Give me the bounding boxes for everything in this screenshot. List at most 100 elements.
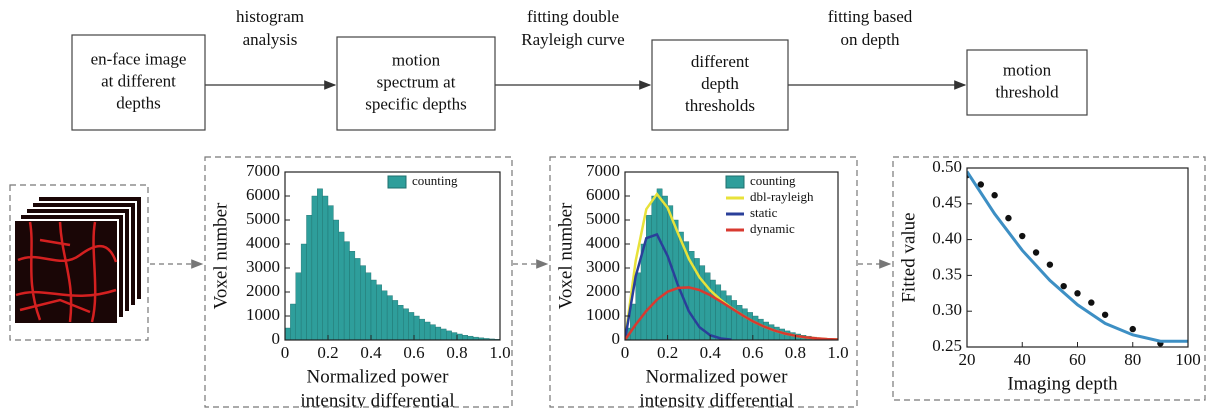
histogram-bar <box>295 272 302 340</box>
histogram-bar <box>440 328 447 340</box>
histogram-bar <box>290 303 296 340</box>
y-tick-label: 3000 <box>586 257 620 276</box>
histogram-bar <box>736 305 743 340</box>
curve <box>967 170 1188 343</box>
y-tick-label: 0.30 <box>932 300 962 319</box>
histogram-bar <box>656 188 663 340</box>
histogram-bar <box>667 205 674 340</box>
image-frame <box>9 184 149 341</box>
scatter-point <box>1060 282 1067 290</box>
box-label: spectrum at <box>377 72 456 91</box>
histogram-bar <box>446 330 452 340</box>
histogram-bar <box>413 315 420 340</box>
flow-box <box>336 36 496 131</box>
y-tick-label: 6000 <box>246 185 280 204</box>
box-label: en-face image <box>91 49 187 68</box>
histogram-bar <box>462 335 468 340</box>
box-label: thresholds <box>685 96 755 115</box>
histogram-bar <box>354 258 361 340</box>
histogram-bar <box>731 300 738 340</box>
histogram-bar <box>435 326 442 340</box>
box-label: different <box>691 52 749 71</box>
histogram-bar <box>392 300 399 340</box>
flow-box <box>71 34 206 131</box>
x-axis-label: intensity differential <box>300 390 454 408</box>
panel <box>204 156 513 408</box>
histogram-bar <box>741 308 748 340</box>
histogram-bar <box>306 214 313 340</box>
box-label: threshold <box>995 82 1059 101</box>
legend-label: counting <box>750 173 796 188</box>
y-tick-label: 2000 <box>246 281 280 300</box>
box-label: motion <box>392 50 441 69</box>
x-tick-label: 1.0 <box>827 343 848 362</box>
x-axis-label: Normalized power <box>646 366 789 387</box>
curve <box>625 232 732 340</box>
x-tick-label: 100 <box>1175 350 1201 369</box>
y-tick-label: 4000 <box>246 233 280 252</box>
y-tick-label: 2000 <box>586 281 620 300</box>
legend-swatch <box>387 175 407 189</box>
arrow-label: fitting based <box>828 7 913 26</box>
x-tick-label: 0.8 <box>446 343 467 362</box>
y-tick-label: 7000 <box>246 161 280 180</box>
plot-area <box>625 188 838 340</box>
x-tick-label: 0.2 <box>657 343 678 362</box>
scatter-point <box>1129 325 1136 333</box>
histogram-bar <box>338 231 345 340</box>
x-tick-label: 60 <box>1069 350 1086 369</box>
y-tick-label: 0.25 <box>932 336 962 355</box>
histogram-bar <box>311 195 318 340</box>
y-axis-label: Voxel number <box>555 202 576 309</box>
histogram-bar <box>370 279 377 340</box>
histogram-bar <box>725 295 732 340</box>
y-tick-label: 0.50 <box>932 157 962 176</box>
scatter-point <box>1046 261 1054 268</box>
y-axis-label: Fitted value <box>898 212 919 302</box>
x-axis-label: Imaging depth <box>1007 373 1118 394</box>
arrow-label: Rayleigh curve <box>521 30 624 49</box>
histogram-bar <box>322 195 329 340</box>
legend-label: static <box>750 205 778 220</box>
histogram-bar <box>752 315 759 340</box>
histogram-bar <box>451 332 458 340</box>
scatter-point <box>991 192 998 199</box>
x-tick-label: 0.4 <box>360 343 382 362</box>
box-label: specific depths <box>365 94 467 113</box>
x-tick-label: 0.4 <box>700 343 722 362</box>
histogram-bar <box>386 295 393 340</box>
histogram-bar <box>397 305 404 340</box>
scatter-point <box>1019 232 1026 240</box>
y-tick-label: 1000 <box>246 305 280 324</box>
x-tick-label: 0.2 <box>317 343 338 362</box>
histogram-bar <box>646 214 652 340</box>
histogram-bar <box>317 188 323 340</box>
x-tick-label: 1.0 <box>489 343 510 362</box>
histogram-bar <box>715 284 722 340</box>
panel <box>549 156 858 408</box>
y-tick-label: 0.40 <box>932 229 962 248</box>
legend-label: dynamic <box>750 221 795 236</box>
histogram-bar <box>747 312 753 340</box>
histogram-bar <box>773 326 780 340</box>
histogram-bar <box>285 327 291 340</box>
x-tick-label: 0.8 <box>785 343 806 362</box>
histogram-bar <box>300 243 307 340</box>
x-axis-label: intensity differential <box>639 390 793 408</box>
histogram-bar <box>376 284 382 340</box>
legend-label: counting <box>412 173 458 188</box>
x-tick-label: 80 <box>1124 350 1141 369</box>
box-label: motion <box>1003 60 1052 79</box>
x-tick-label: 0 <box>621 343 630 362</box>
x-tick-label: 0 <box>281 343 290 362</box>
image-stack <box>13 195 143 325</box>
y-tick-label: 5000 <box>586 209 620 228</box>
flow-box <box>966 49 1088 116</box>
plot-area <box>285 188 500 340</box>
axes-frame <box>284 171 501 341</box>
histogram-bar <box>424 321 431 340</box>
scatter-point <box>1005 214 1012 222</box>
